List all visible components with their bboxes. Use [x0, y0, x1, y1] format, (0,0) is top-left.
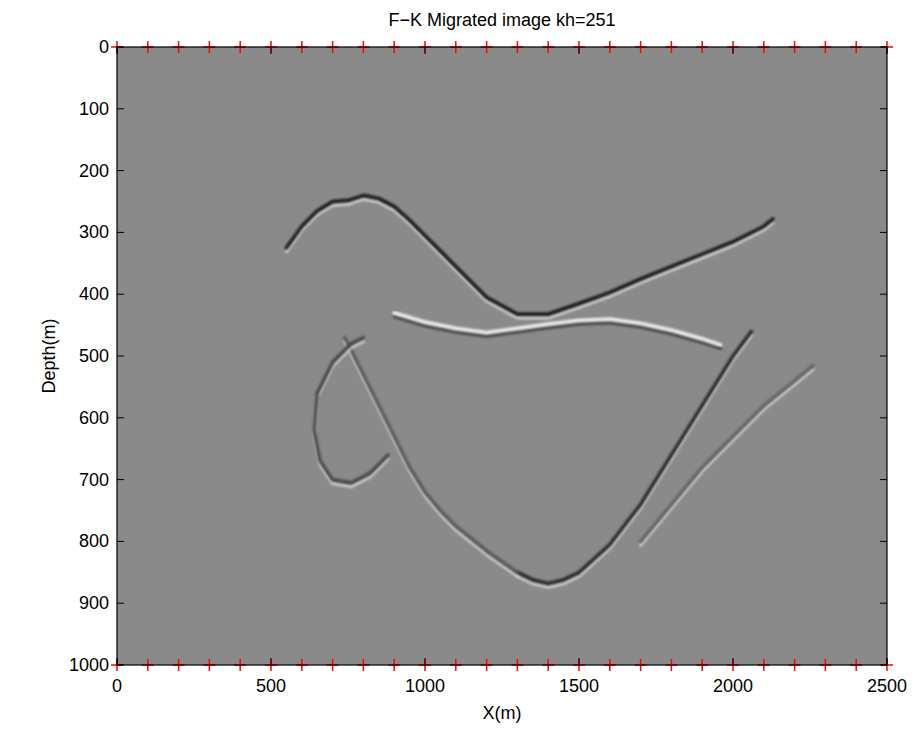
y-tick-label: 700 [79, 470, 109, 490]
reflector-lobe [286, 199, 773, 318]
y-tick [117, 170, 887, 171]
reflector [286, 195, 773, 314]
x-tick [271, 47, 272, 665]
y-tick-label: 300 [79, 222, 109, 242]
reflector [345, 338, 518, 573]
y-tick-label: 400 [79, 284, 109, 304]
y-tick [117, 665, 887, 666]
x-axis-title: X(m) [483, 703, 522, 723]
y-tick-label: 1000 [69, 655, 109, 675]
x-tick-label: 1500 [559, 676, 599, 696]
y-tick [117, 232, 887, 233]
x-tick [579, 47, 580, 665]
y-tick [117, 356, 887, 357]
reflector [641, 365, 814, 541]
y-tick-label: 900 [79, 593, 109, 613]
x-tick-label: 0 [112, 676, 122, 696]
y-tick [117, 479, 887, 480]
chart: 0 500 1000 1500 2000 2500 0 100 200 300 400 500 600 7… [0, 0, 920, 740]
x-tick-label: 1000 [405, 676, 445, 696]
y-tick [117, 294, 887, 295]
title: F−K Migrated image kh=251 [388, 10, 615, 30]
x-tick-label: 2000 [713, 676, 753, 696]
y-tick-label: 500 [79, 346, 109, 366]
markers [111, 41, 893, 671]
x-tick-label: 500 [256, 676, 286, 696]
marks [286, 195, 813, 587]
y-tick [117, 47, 887, 48]
y-tick-label: 200 [79, 161, 109, 181]
x-tick [733, 47, 734, 665]
reflector-lobe [345, 342, 518, 577]
frame [117, 47, 887, 665]
y-tick [117, 108, 887, 109]
y-tick-label: 0 [99, 37, 109, 57]
y-tick [117, 417, 887, 418]
x-tick [425, 47, 426, 665]
y-tick [117, 603, 887, 604]
reflector-lobe [641, 369, 814, 545]
reflector [314, 338, 388, 483]
y-tick-label: 600 [79, 408, 109, 428]
plot-background [117, 47, 887, 665]
reflector-lobe [517, 335, 751, 587]
y-tick [117, 541, 887, 542]
y-axis-title: Depth(m) [39, 318, 59, 393]
x-tick-label: 2500 [867, 676, 907, 696]
reflector [394, 313, 721, 345]
y-tick-label: 100 [79, 99, 109, 119]
y-tick-label: 800 [79, 531, 109, 551]
